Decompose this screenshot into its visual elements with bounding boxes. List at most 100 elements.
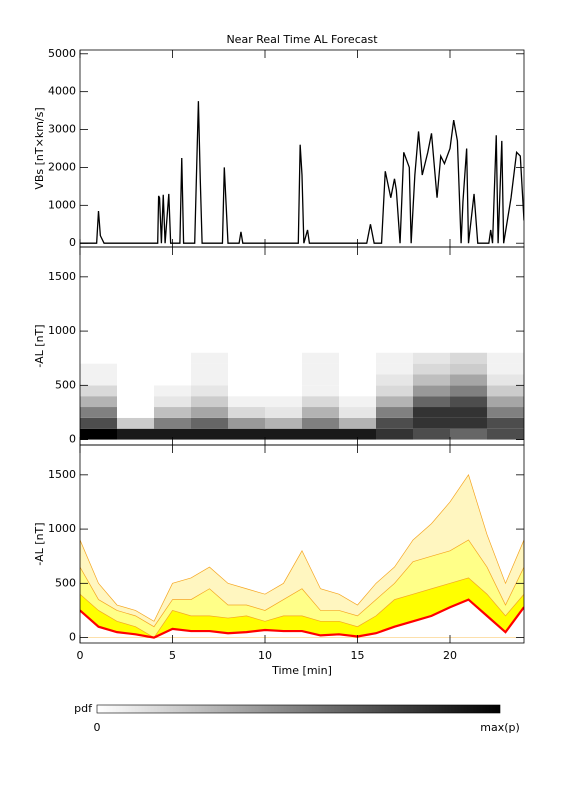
pdf-cell [117,407,154,418]
y-axis-label: -AL [nT] [33,324,46,367]
pdf-cell [487,428,524,440]
pdf-cell [80,417,117,429]
pdf-cell [154,407,191,418]
pdf-cell [339,428,376,440]
x-axis-label: Time [min] [271,664,332,677]
pdf-cell [487,352,524,364]
pdf-cell [80,374,117,386]
x-tick-label: 20 [443,649,457,662]
pdf-cell [450,374,487,386]
pdf-cell [450,407,487,418]
pdf-cell [228,374,265,386]
pdf-cell [117,417,154,429]
pdf-cell [228,352,265,364]
pdf-cell [191,385,228,397]
y-axis-label: -AL [nT] [33,522,46,565]
y-tick-label: 500 [55,378,76,391]
pdf-cell [376,396,413,408]
y-tick-label: 2000 [48,160,76,173]
pdf-cell [339,385,376,397]
pdf-cell [265,363,302,375]
pdf-cell [80,407,117,418]
pdf-cell [413,407,450,418]
pdf-cell [339,363,376,375]
pdf-cell [376,385,413,397]
pdf-cell [302,428,339,440]
pdf-cell [228,396,265,408]
pdf-cell [339,374,376,386]
pdf-cell [80,352,117,364]
x-tick-label: 0 [77,649,84,662]
pdf-cell [302,374,339,386]
y-tick-label: 1500 [48,468,76,481]
pdf-cell [413,417,450,429]
pdf-cell [191,428,228,440]
pdf-cell [302,352,339,364]
colorbar-min: 0 [94,721,101,734]
pdf-cell [154,352,191,364]
pdf-cell [376,407,413,418]
pdf-cell [191,352,228,364]
pdf-cell [339,352,376,364]
pdf-cell [228,417,265,429]
low-line [80,598,524,639]
y-tick-label: 3000 [48,123,76,136]
pdf-cell [413,385,450,397]
pdf-cell [339,417,376,429]
pdf-cell [487,385,524,397]
pdf-cell [487,417,524,429]
pdf-cell [117,396,154,408]
pdf-cell [265,428,302,440]
y-tick-label: 0 [69,433,76,446]
pdf-cell [376,417,413,429]
pdf-cell [154,396,191,408]
pdf-cell [413,352,450,364]
pdf-cell [487,363,524,375]
pdf-cell [413,363,450,375]
pdf-cell [191,363,228,375]
x-tick-label: 5 [169,649,176,662]
pdf-cell [117,428,154,440]
x-tick-label: 15 [351,649,365,662]
pdf-cell [302,407,339,418]
pdf-cell [117,374,154,386]
y-tick-label: 1000 [48,324,76,337]
pdf-cell [302,396,339,408]
y-tick-label: 4000 [48,85,76,98]
y-axis-label: VBs [nT×km/s] [33,107,46,189]
chart-title: Near Real Time AL Forecast [226,33,378,46]
pdf-cell [154,385,191,397]
y-tick-label: 0 [69,631,76,644]
pdf-cell [191,407,228,418]
pdf-cell [154,417,191,429]
y-tick-label: 1500 [48,270,76,283]
pdf-cell [80,396,117,408]
pdf-cell [265,374,302,386]
pdf-cell [450,363,487,375]
pdf-cell [265,417,302,429]
pdf-cell [265,407,302,418]
pdf-cell [302,417,339,429]
pdf-cell [450,385,487,397]
pdf-cell [228,428,265,440]
colorbar-max: max(p) [480,721,520,734]
y-tick-label: 0 [69,236,76,249]
pdf-cell [154,374,191,386]
pdf-cell [191,396,228,408]
pdf-cell [413,374,450,386]
pdf-cell [450,417,487,429]
pdf-cell [376,428,413,440]
pdf-cell [376,352,413,364]
pdf-cell [154,363,191,375]
pdf-cell [487,396,524,408]
pdf-cell [265,385,302,397]
data-line [80,101,524,244]
pdf-cell [117,363,154,375]
below-area [80,599,524,638]
pdf-cell [302,363,339,375]
pdf-cell [117,385,154,397]
pdf-cell [487,374,524,386]
pdf-cell [487,407,524,418]
